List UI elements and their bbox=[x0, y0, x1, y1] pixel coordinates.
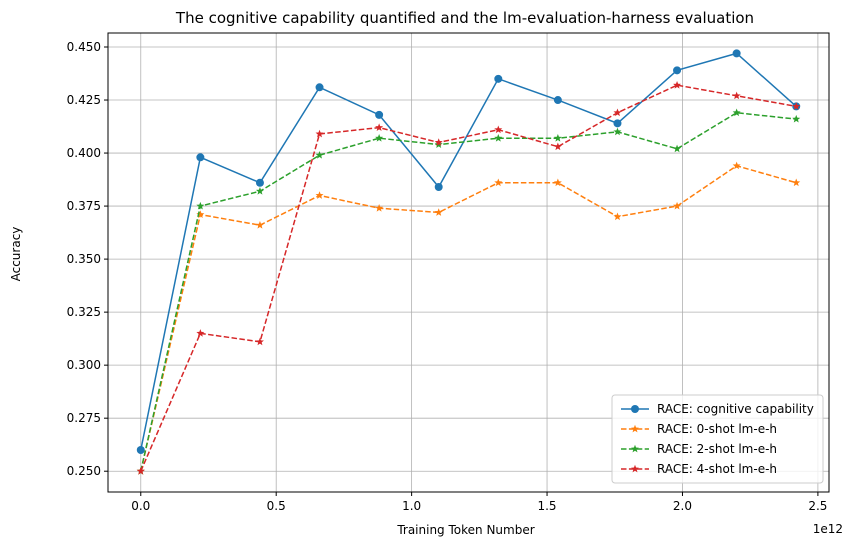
x-tick-label: 2.0 bbox=[673, 499, 692, 513]
x-tick-label: 2.5 bbox=[808, 499, 827, 513]
data-point bbox=[434, 182, 443, 191]
data-point bbox=[792, 102, 801, 110]
x-axis-offset-label: 1e12 bbox=[813, 522, 843, 536]
data-point bbox=[255, 337, 264, 346]
x-axis-ticks: 0.0 0.5 1.0 1.5 2.0 2.5 bbox=[131, 492, 827, 513]
chart-title: The cognitive capability quantified and … bbox=[175, 9, 754, 27]
data-point bbox=[732, 161, 741, 170]
data-point bbox=[136, 467, 145, 475]
series-line bbox=[140, 164, 797, 472]
data-point bbox=[375, 134, 384, 142]
data-point bbox=[673, 80, 682, 89]
legend-item: RACE: cognitive capability bbox=[621, 402, 814, 416]
data-point bbox=[494, 125, 503, 134]
data-point bbox=[375, 110, 384, 119]
data-point bbox=[196, 329, 205, 337]
series-line bbox=[140, 111, 797, 472]
x-tick-label: 1.5 bbox=[537, 499, 556, 513]
data-point bbox=[196, 210, 205, 218]
data-point bbox=[613, 108, 622, 117]
legend-label: RACE: cognitive capability bbox=[657, 402, 814, 416]
legend-box bbox=[611, 394, 824, 484]
data-point bbox=[375, 123, 384, 131]
legend-label: RACE: 0-shot lm-e-h bbox=[657, 422, 777, 436]
data-point bbox=[136, 446, 145, 455]
y-tick-label: 0.375 bbox=[67, 199, 101, 213]
data-point bbox=[631, 424, 639, 433]
y-tick-label: 0.325 bbox=[67, 305, 101, 319]
data-point bbox=[732, 91, 741, 100]
series-0 bbox=[136, 49, 801, 455]
y-axis-ticks: 0.250 0.275 0.300 0.325 0.350 0.375 0.400 0.425… bbox=[67, 40, 108, 478]
data-point bbox=[732, 108, 741, 117]
data-point bbox=[375, 204, 384, 212]
legend-label: RACE: 4-shot lm-e-h bbox=[657, 462, 777, 476]
y-tick-label: 0.250 bbox=[67, 464, 101, 478]
data-point bbox=[631, 405, 639, 413]
data-point bbox=[315, 150, 324, 159]
data-point bbox=[255, 220, 264, 229]
legend-item: RACE: 2-shot lm-e-h bbox=[621, 442, 777, 456]
data-point bbox=[255, 187, 264, 195]
data-point bbox=[255, 178, 264, 187]
data-point bbox=[494, 74, 503, 83]
data-point bbox=[631, 444, 639, 453]
data-point bbox=[553, 142, 562, 151]
x-axis-label: Training Token Number bbox=[396, 523, 534, 537]
y-tick-label: 0.400 bbox=[67, 146, 101, 160]
x-tick-label: 0.5 bbox=[267, 499, 286, 513]
y-tick-label: 0.425 bbox=[67, 93, 101, 107]
data-point bbox=[613, 127, 622, 136]
y-tick-label: 0.350 bbox=[67, 252, 101, 266]
plot-frame bbox=[107, 32, 830, 493]
series-layer bbox=[136, 49, 801, 475]
y-tick-label: 0.275 bbox=[67, 411, 101, 425]
data-point bbox=[494, 178, 503, 187]
x-tick-label: 0.0 bbox=[131, 499, 150, 513]
grid bbox=[108, 33, 829, 492]
data-point bbox=[315, 83, 324, 92]
data-point bbox=[553, 96, 562, 105]
legend-label: RACE: 2-shot lm-e-h bbox=[657, 442, 777, 456]
data-point bbox=[196, 153, 205, 162]
y-tick-label: 0.450 bbox=[67, 40, 101, 54]
y-tick-label: 0.300 bbox=[67, 358, 101, 372]
data-point bbox=[613, 119, 622, 128]
series-line bbox=[140, 52, 797, 451]
x-tick-label: 1.0 bbox=[402, 499, 421, 513]
data-point bbox=[196, 201, 205, 210]
series-3 bbox=[136, 80, 801, 475]
data-point bbox=[631, 464, 639, 473]
data-point bbox=[553, 134, 562, 142]
data-point bbox=[673, 66, 682, 75]
data-point bbox=[732, 49, 741, 58]
data-point bbox=[315, 191, 324, 199]
data-point bbox=[673, 144, 682, 153]
legend: RACE: cognitive capability RACE: 0-shot l… bbox=[611, 394, 824, 484]
data-point bbox=[792, 178, 801, 187]
data-point bbox=[494, 134, 503, 142]
data-point bbox=[434, 138, 443, 146]
data-point bbox=[792, 114, 801, 123]
legend-item: RACE: 4-shot lm-e-h bbox=[621, 462, 777, 476]
data-point bbox=[553, 178, 562, 187]
data-point bbox=[315, 129, 324, 138]
data-point bbox=[613, 212, 622, 221]
y-axis-label: Accuracy bbox=[9, 227, 23, 282]
data-point bbox=[673, 201, 682, 210]
legend-item: RACE: 0-shot lm-e-h bbox=[621, 422, 777, 436]
data-point bbox=[434, 208, 443, 216]
series-line bbox=[140, 84, 797, 472]
